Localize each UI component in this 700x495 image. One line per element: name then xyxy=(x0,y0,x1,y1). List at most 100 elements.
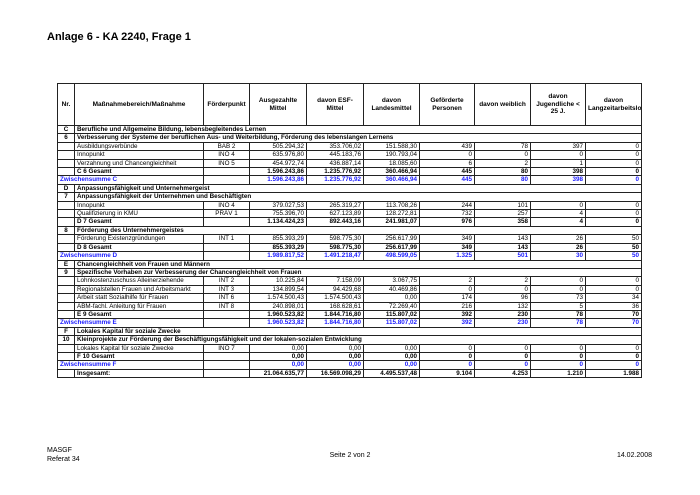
group-row: 9 Spezifische Vorhaben zur Verbesserung d… xyxy=(57,267,642,278)
cell: 4 xyxy=(530,217,586,227)
table-head: Nr. Maßnahmebereich/Maßnahme Förderpunkt Au… xyxy=(57,83,642,126)
cell: 151.588,30 xyxy=(363,141,420,152)
cell: 1.134.424,23 xyxy=(249,217,307,227)
cell: 379.027,53 xyxy=(249,200,307,211)
cell: 360.466,94 xyxy=(363,167,420,177)
empty-cell xyxy=(203,368,250,379)
total-row: C 6 Gesamt 1.596.243,86 1.235.776,92 360.46… xyxy=(57,167,642,177)
cell: 976 xyxy=(419,217,475,227)
item-row: Qualifizierung in KMU PRÄV 1 755.396,70 627… xyxy=(57,209,642,219)
cell: 0 xyxy=(474,150,531,160)
cell: 1.210 xyxy=(530,368,586,379)
cell: 230 xyxy=(474,309,531,320)
cell: E xyxy=(57,259,75,269)
cell: C xyxy=(57,124,75,135)
cell: INO 5 xyxy=(203,158,250,169)
cell: Zwischensumme D xyxy=(57,251,204,261)
cell: 134.899,54 xyxy=(249,284,307,295)
cell: Qualifizierung in KMU xyxy=(74,209,204,219)
cell: 0 xyxy=(585,158,642,169)
cell: 265.319,27 xyxy=(306,200,364,211)
cell: F 10 Gesamt xyxy=(74,351,204,362)
cell: 498.599,05 xyxy=(363,251,420,261)
group-row: 7 Anpassungsfähigkeit der Unternehmen und… xyxy=(57,192,642,202)
cell: 0 xyxy=(474,351,531,362)
cell: Insgesamt: xyxy=(74,368,204,379)
cell: 436.887,14 xyxy=(306,158,364,169)
cell: 0 xyxy=(530,360,586,370)
cell: 505.294,32 xyxy=(249,141,307,152)
cell: 360.466,94 xyxy=(363,175,420,185)
cell: 30 xyxy=(530,251,586,261)
cell: 143 xyxy=(474,242,531,253)
group-row: 8 Förderung des Unternehmergeistes xyxy=(57,225,642,236)
cell: 3.067,75 xyxy=(363,276,420,286)
cell: 0,00 xyxy=(306,360,364,370)
cell: 0 xyxy=(530,276,586,286)
cell: 855.393,29 xyxy=(249,242,307,253)
cell: 0,00 xyxy=(306,343,364,353)
cell: 1.596.243,86 xyxy=(249,167,307,177)
cell: 0 xyxy=(530,284,586,295)
cell: 7 xyxy=(57,192,75,202)
cell: 1.325 xyxy=(419,251,475,261)
cell: 7.158,09 xyxy=(306,276,364,286)
cell: 4.253 xyxy=(474,368,531,379)
cell: 1.491.218,47 xyxy=(306,251,364,261)
empty-cell xyxy=(203,242,250,253)
column-header: davon Langzeitarbeitslose xyxy=(585,83,642,126)
cell: 0 xyxy=(585,217,642,227)
footer-unit: Referat 34 xyxy=(47,456,80,463)
cell: 101 xyxy=(474,200,531,211)
cell: 0 xyxy=(585,209,642,219)
empty-cell xyxy=(57,234,75,244)
cell: Innopunkt xyxy=(74,150,204,160)
cell: 190.793,04 xyxy=(363,150,420,160)
column-header: davon Landesmittel xyxy=(363,83,420,126)
cell: 26 xyxy=(530,242,586,253)
empty-cell xyxy=(203,251,250,261)
column-header: Geförderte Personen xyxy=(419,83,475,126)
cell: 1.235.776,92 xyxy=(306,167,364,177)
cell: 96 xyxy=(474,293,531,303)
cell: 598.775,30 xyxy=(306,234,364,244)
cell: Verbesserung der Systeme der beruflichen… xyxy=(74,133,642,143)
cell: 78 xyxy=(474,141,531,152)
subtotal-row: Zwischensumme C 1.596.243,86 1.235.776,92 3… xyxy=(57,175,642,185)
cell: 445 xyxy=(419,167,475,177)
cell: 72.269,40 xyxy=(363,301,420,311)
section-row: C Berufliche und Allgemeine Bildung, lebe… xyxy=(57,124,642,135)
group-row: 10 Kleinprojekte zur Förderung der Beschä… xyxy=(57,335,642,345)
cell: 21.064.635,77 xyxy=(249,368,307,379)
total-row: E 9 Gesamt 1.960.523,82 1.844.716,80 115.80… xyxy=(57,309,642,320)
cell: 1.574.500,43 xyxy=(306,293,364,303)
cell: 240.898,01 xyxy=(249,301,307,311)
cell: 0 xyxy=(530,200,586,211)
cell: 0 xyxy=(585,276,642,286)
cell: 0,00 xyxy=(363,343,420,353)
cell: 892.443,16 xyxy=(306,217,364,227)
cell: Lokales Kapital für soziale Zwecke xyxy=(74,343,204,353)
subtotal-row: Zwischensumme E 1.960.523,82 1.844.716,80 1… xyxy=(57,318,642,328)
cell: 8 xyxy=(57,225,75,236)
cell: INT 3 xyxy=(203,284,250,295)
cell: 6 xyxy=(57,133,75,143)
total-row: D 8 Gesamt 855.393,29 598.775,30 256.617,99… xyxy=(57,242,642,253)
empty-cell xyxy=(57,200,75,211)
cell: 0 xyxy=(585,141,642,152)
cell: 0,00 xyxy=(249,351,307,362)
cell: 0 xyxy=(585,284,642,295)
column-header: davon weiblich xyxy=(474,83,531,126)
cell: E 9 Gesamt xyxy=(74,309,204,320)
empty-cell xyxy=(57,368,75,379)
cell: 0 xyxy=(474,284,531,295)
cell: 40.469,86 xyxy=(363,284,420,295)
cell: INT 6 xyxy=(203,293,250,303)
cell: Zwischensumme E xyxy=(57,318,204,328)
empty-cell xyxy=(57,284,75,295)
cell: 445 xyxy=(419,175,475,185)
cell: 0,00 xyxy=(306,351,364,362)
section-row: E Chancengleichheit von Frauen und Männer… xyxy=(57,259,642,269)
cell: D xyxy=(57,183,75,194)
cell: 392 xyxy=(419,318,475,328)
